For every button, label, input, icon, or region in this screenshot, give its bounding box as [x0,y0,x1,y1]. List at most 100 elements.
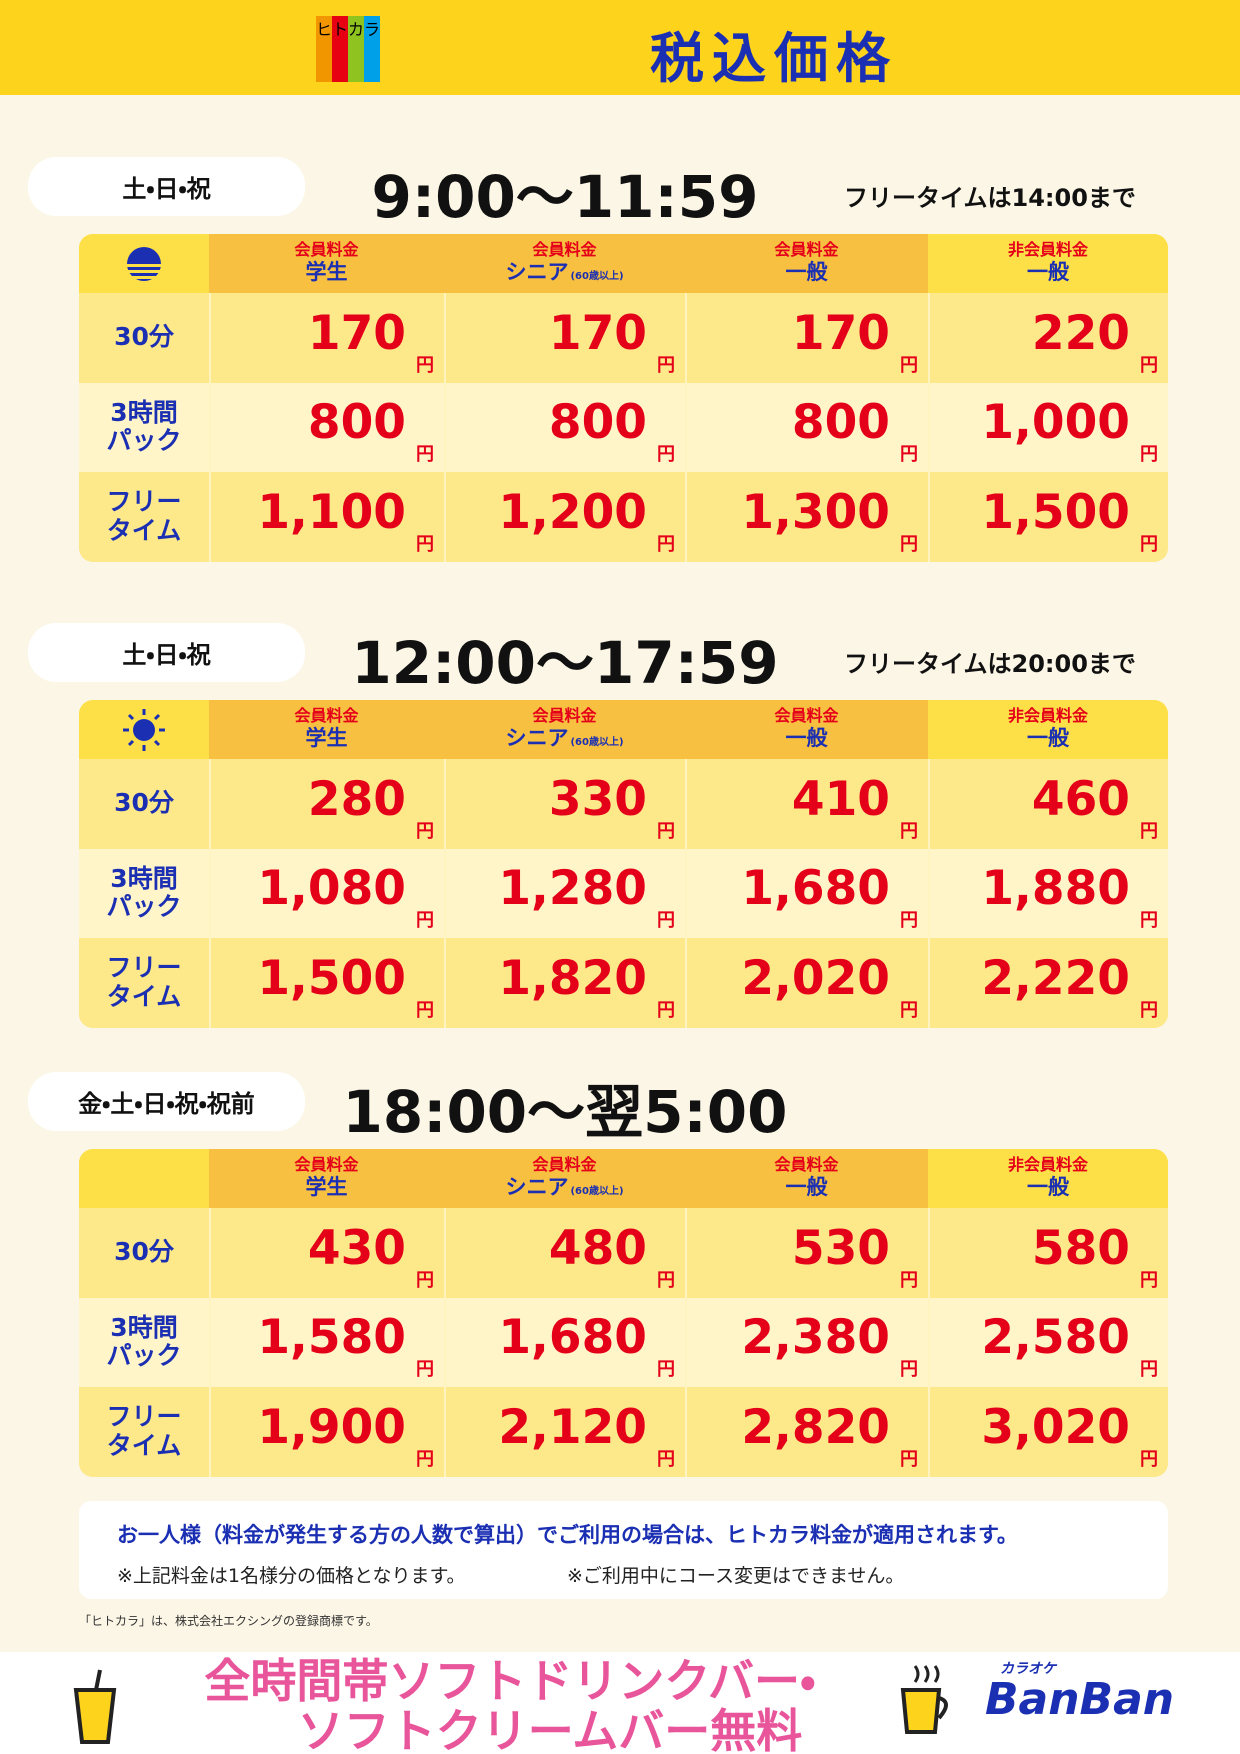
header-main-wrap: 一般 [786,725,828,752]
row-label-line: パック [106,426,182,456]
header-main: シニア [505,1175,569,1200]
header-main: 学生 [305,726,348,751]
unit: 円 [416,1448,434,1470]
unit: 円 [900,533,918,555]
price: 280 [307,771,406,827]
notes-box: お一人様（料金が発生する方の人数で算出）でご利用の場合は、ヒトカラ料金が適用され… [79,1501,1168,1599]
logo-letter: カ [348,16,365,82]
notes-sub: ※ご利用中にコース変更はできません。 [567,1565,905,1587]
price: 2,220 [981,950,1130,1006]
price-cell: 170 円 [209,293,444,383]
header-main: 一般 [1027,1175,1069,1200]
header-main-wrap: 学生 [306,259,348,286]
price-cell: 2,580 円 [928,1297,1168,1387]
price-cell: 1,280 円 [444,848,685,938]
brand: BanBan [985,1674,1175,1725]
unit: 円 [657,1269,675,1291]
price: 460 [1031,771,1130,827]
column-header: 会員料金 一般 [685,234,928,293]
price-cell: 1,100 円 [209,472,444,562]
price-cell: 1,820 円 [444,938,685,1028]
header-top: 会員料金 [294,1155,359,1175]
trademark: 「ヒトカラ」は、株式会社エクシングの登録商標です。 [79,1614,378,1628]
header-top: 会員料金 [532,706,597,726]
row-label: 3時間 パック [79,849,209,939]
column-header: 非会員料金 一般 [928,700,1168,759]
price: 580 [1031,1220,1130,1276]
unit: 円 [416,354,434,376]
row-label-line: 3時間 [110,1312,178,1342]
column-header: 会員料金 学生 [209,234,444,293]
price-cell: 1,500 円 [928,472,1168,562]
price: 170 [791,305,890,361]
column-header: 会員料金 シニア (60歳以上) [444,1149,685,1208]
price: 1,200 [498,484,647,540]
header-top: 非会員料金 [1007,1155,1088,1175]
price-cell: 1,000 円 [928,382,1168,472]
price-cell: 1,080 円 [209,848,444,938]
time-range: 12:00〜17:59 [351,629,779,697]
banner-line: ソフトクリームバー無料 [297,1704,803,1754]
header-main: 学生 [305,260,348,285]
price: 1,500 [257,950,406,1006]
header-top: 会員料金 [294,706,359,726]
unit: 円 [657,354,675,376]
unit: 円 [900,1269,918,1291]
row-label: 30分 [79,759,209,849]
price: 3,020 [981,1399,1130,1455]
price: 2,020 [741,950,890,1006]
row-bg [79,1387,1168,1477]
unit: 円 [416,444,434,465]
price-cell: 330 円 [444,759,685,849]
price-cell: 1,500 円 [209,938,444,1028]
price-cell: 800 円 [209,382,444,472]
price-cell: 1,200 円 [444,472,685,562]
unit: 円 [1140,999,1158,1021]
row-label-line: タイム [106,1430,182,1460]
price-cell: 460 円 [928,759,1168,849]
row-label-line: 3時間 [110,397,178,427]
row-label: 30分 [79,1208,209,1298]
header-sub: (60歳以上) [570,1186,624,1198]
price: 1,880 [981,861,1130,917]
row-label: フリー タイム [79,472,209,562]
row-bg [79,293,1168,383]
icon [138,1161,156,1196]
price-cell: 2,380 円 [685,1297,928,1387]
price: 480 [548,1220,647,1276]
price-table: 会員料金 学生 会員料金 シニア (60歳以上) 会員料金 一般 非会員料金 一般 30分 170 円… [79,234,1168,562]
unit: 円 [416,999,434,1021]
unit: 円 [416,820,434,842]
price-cell: 530 円 [685,1208,928,1298]
logo-letter: ヒ [316,16,333,82]
row-label-line: フリー [106,487,182,516]
unit: 円 [416,1359,434,1380]
price: 2,380 [741,1310,890,1366]
unit: 円 [657,820,675,842]
price: 2,820 [741,1399,890,1455]
unit: 円 [900,444,918,465]
price-cell: 800 円 [444,382,685,472]
header-main: 一般 [785,1175,828,1200]
header-main-wrap: 学生 [306,1174,348,1201]
header-main-wrap: シニア (60歳以上) [505,1174,623,1201]
row-label: 30分 [79,293,209,383]
row-bg [79,848,1168,938]
price-cell: 430 円 [209,1208,444,1298]
unit: 円 [900,1359,918,1380]
row-label-line: パック [106,892,182,922]
price: 800 [548,395,647,451]
unit: 円 [416,533,434,555]
unit: 円 [1140,444,1158,465]
price: 1,300 [741,484,890,540]
header-top: 非会員料金 [1007,706,1088,726]
price: 800 [791,395,890,451]
time-icon [79,234,209,293]
price-cell: 170 円 [685,293,928,383]
unit: 円 [416,1269,434,1291]
header-main-wrap: シニア (60歳以上) [505,259,623,286]
time-range: 9:00〜11:59 [371,163,759,231]
header-main: シニア [505,260,569,285]
unit: 円 [657,1448,675,1470]
